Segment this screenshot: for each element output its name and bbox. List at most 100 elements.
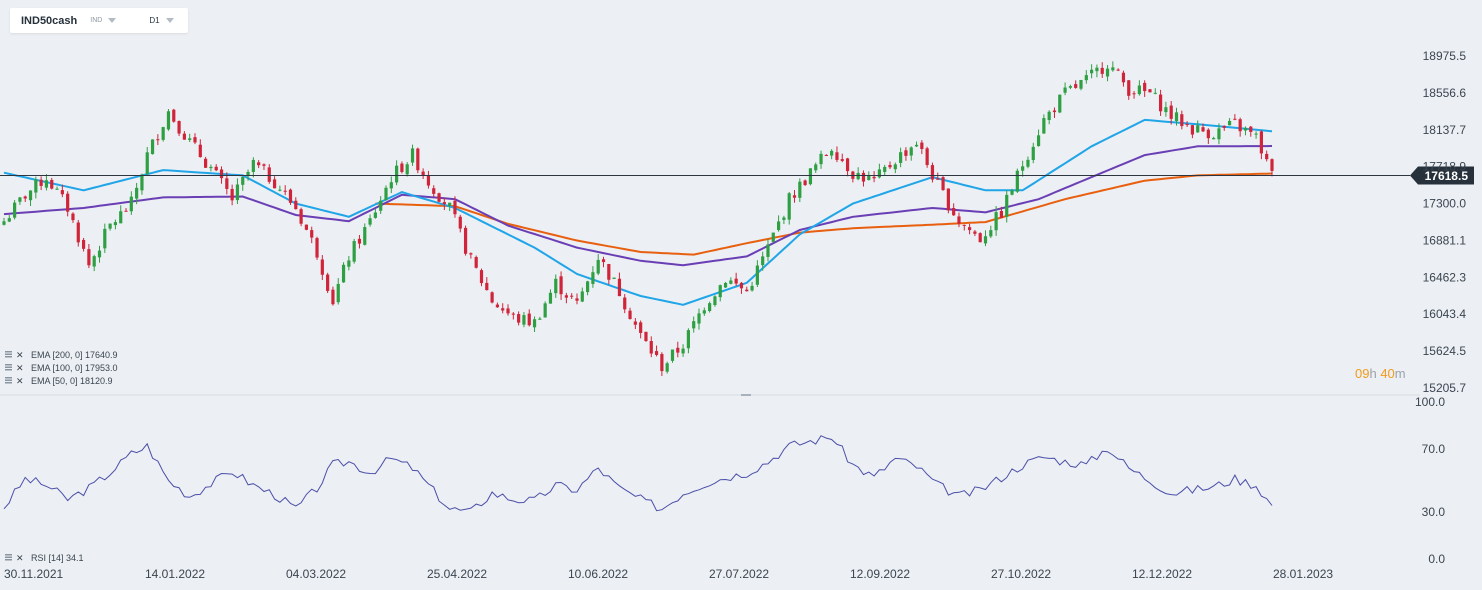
candle bbox=[299, 207, 303, 227]
rsi-tick-1: 70.0 bbox=[1422, 442, 1446, 456]
candle-body bbox=[341, 264, 346, 283]
candle-body bbox=[416, 148, 420, 171]
candle bbox=[166, 109, 171, 131]
timeframe-dropdown-icon[interactable] bbox=[165, 18, 174, 23]
candle bbox=[776, 215, 781, 232]
candle bbox=[585, 280, 590, 296]
candle-body bbox=[702, 310, 706, 314]
candle bbox=[294, 197, 298, 210]
legend-menu-icon bbox=[5, 366, 12, 368]
candle-body bbox=[182, 133, 186, 140]
candle-body bbox=[1227, 120, 1232, 126]
candle bbox=[1259, 130, 1263, 160]
candle bbox=[1031, 142, 1035, 164]
candle-body bbox=[835, 152, 839, 160]
candle bbox=[347, 256, 351, 271]
candle-body bbox=[1132, 93, 1136, 95]
candle bbox=[1270, 158, 1274, 177]
candle bbox=[463, 225, 468, 256]
candle bbox=[1036, 129, 1041, 147]
candle bbox=[994, 206, 998, 236]
candle bbox=[97, 245, 102, 263]
candle bbox=[596, 254, 600, 276]
candle bbox=[1217, 123, 1221, 145]
candle-body bbox=[1222, 125, 1226, 128]
timeframe-label[interactable]: D1 bbox=[149, 16, 160, 25]
candle bbox=[861, 170, 866, 187]
candle bbox=[883, 164, 887, 176]
candle-body bbox=[44, 180, 49, 188]
candle bbox=[564, 292, 568, 304]
candle-body bbox=[877, 169, 881, 178]
candle-body bbox=[1058, 94, 1062, 113]
price-axis[interactable]: 18975.5 18556.6 18137.7 17718.9 17300.0 16881… bbox=[1423, 49, 1467, 395]
candle-body bbox=[251, 159, 255, 172]
candle bbox=[1105, 65, 1110, 82]
candle-body bbox=[28, 190, 33, 201]
candle-body bbox=[1180, 114, 1184, 127]
candle-body bbox=[522, 315, 526, 325]
candle bbox=[66, 191, 70, 217]
candle bbox=[1137, 80, 1141, 96]
candle bbox=[1058, 94, 1062, 114]
candle-body bbox=[570, 295, 574, 297]
legend-menu-icon bbox=[5, 351, 12, 353]
candle-body bbox=[633, 321, 637, 325]
candle-body bbox=[1052, 110, 1057, 113]
candle bbox=[930, 162, 935, 183]
candle bbox=[670, 349, 675, 363]
candle bbox=[267, 164, 271, 184]
candle bbox=[172, 108, 176, 123]
candle-body bbox=[2, 221, 6, 225]
candle bbox=[1249, 126, 1253, 137]
candle bbox=[697, 308, 701, 330]
time-axis[interactable]: 30.11.2021 14.01.2022 04.03.2022 25.04.2022… bbox=[4, 567, 1333, 581]
candle bbox=[2, 217, 6, 226]
candle-body bbox=[538, 318, 542, 320]
candle bbox=[18, 196, 22, 205]
candle-body bbox=[235, 184, 240, 201]
candle bbox=[140, 173, 144, 195]
symbol-label[interactable]: IND50cash bbox=[21, 14, 78, 27]
candle-body bbox=[554, 278, 558, 294]
candle-body bbox=[18, 197, 22, 202]
symbol-dropdown-icon[interactable] bbox=[108, 18, 117, 23]
candle-body bbox=[1148, 89, 1152, 93]
current-price-line: 17618.5 bbox=[0, 166, 1474, 185]
candle-body bbox=[511, 313, 515, 315]
candle bbox=[278, 185, 282, 192]
candle-body bbox=[1190, 125, 1195, 135]
candle-body bbox=[745, 289, 749, 292]
candle-body bbox=[395, 165, 399, 183]
candle-body bbox=[1084, 75, 1088, 81]
candle bbox=[400, 161, 404, 174]
candle-body bbox=[718, 285, 722, 298]
price-tick-1: 18556.6 bbox=[1423, 86, 1467, 100]
candle bbox=[686, 328, 691, 354]
candle bbox=[1185, 121, 1189, 127]
candle-body bbox=[771, 232, 775, 242]
rsi-line bbox=[3, 435, 1273, 512]
candle-body bbox=[532, 319, 537, 328]
candle-body bbox=[967, 227, 972, 231]
candle bbox=[649, 336, 653, 358]
candle bbox=[1206, 128, 1210, 144]
legend-menu-icon bbox=[5, 559, 12, 561]
candle-body bbox=[474, 257, 478, 268]
candle-body bbox=[983, 236, 988, 244]
candle bbox=[904, 147, 908, 161]
candle bbox=[426, 170, 431, 189]
candle bbox=[575, 293, 579, 305]
candle bbox=[920, 140, 924, 155]
candle-body bbox=[140, 174, 144, 191]
candle bbox=[251, 157, 255, 178]
candle bbox=[803, 179, 807, 186]
legend-close-icon: ✕ bbox=[16, 363, 24, 373]
candle-body bbox=[792, 195, 797, 198]
candle-body bbox=[1158, 94, 1163, 112]
candle bbox=[448, 202, 452, 212]
candle bbox=[262, 163, 266, 170]
candle-body bbox=[776, 221, 781, 231]
candle-body bbox=[1095, 67, 1099, 72]
